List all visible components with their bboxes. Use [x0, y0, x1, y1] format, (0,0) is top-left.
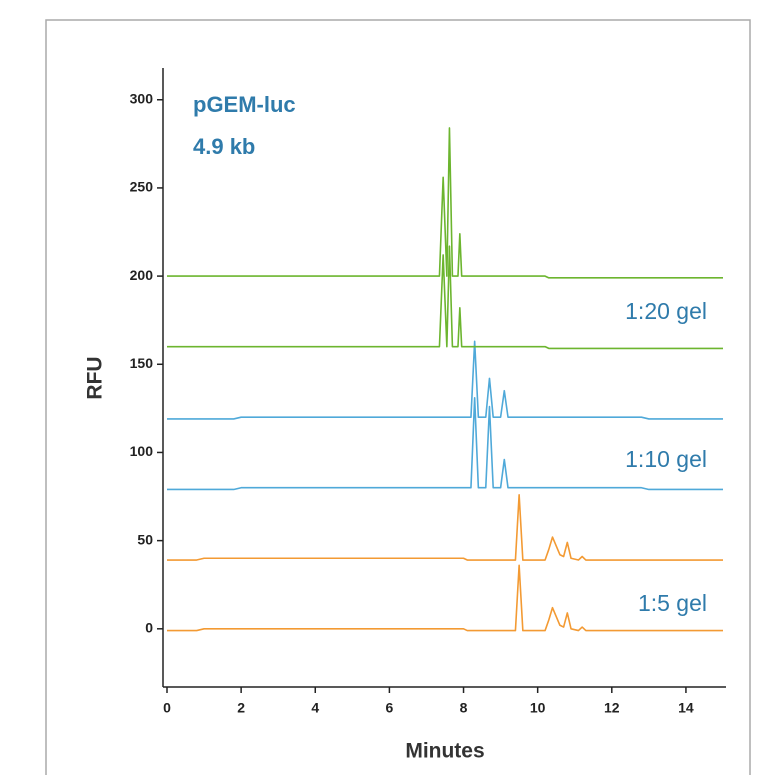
x-axis-title: Minutes [405, 740, 484, 763]
annotation: 1:10 gel [625, 446, 707, 472]
y-tick-label: 0 [145, 620, 153, 636]
y-tick-label: 250 [130, 179, 154, 195]
annotation: 4.9 kb [193, 134, 255, 159]
annotation: 1:20 gel [625, 298, 707, 324]
trace [167, 564, 723, 632]
x-tick-label: 6 [386, 700, 394, 716]
trace [167, 493, 723, 561]
y-tick-label: 300 [130, 90, 154, 106]
trace [167, 396, 723, 491]
x-tick-label: 8 [460, 700, 468, 716]
x-tick-label: 12 [604, 700, 620, 716]
x-tick-label: 10 [530, 700, 546, 716]
frame [45, 19, 751, 780]
trace [167, 127, 723, 279]
y-tick-label: 100 [130, 443, 154, 459]
annotation: 1:5 gel [638, 590, 707, 616]
x-tick-label: 0 [163, 700, 171, 716]
y-tick-label: 150 [130, 355, 154, 371]
y-tick-label: 50 [137, 531, 153, 547]
y-axis-title: RFU [84, 356, 107, 399]
x-tick-label: 14 [678, 700, 694, 716]
trace [167, 340, 723, 420]
x-tick-label: 2 [237, 700, 245, 716]
annotation: pGEM-luc [193, 92, 296, 117]
y-tick-label: 200 [130, 267, 154, 283]
x-tick-label: 4 [311, 700, 319, 716]
trace [167, 245, 723, 350]
